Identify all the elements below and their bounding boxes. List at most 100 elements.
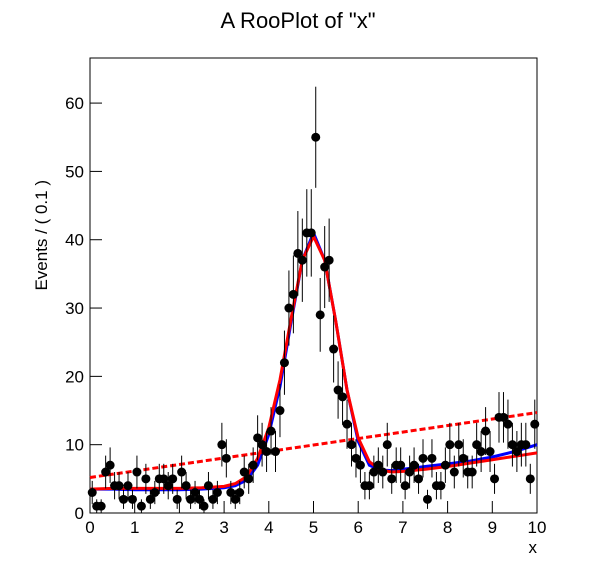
data-point <box>87 488 97 498</box>
data-point <box>498 412 508 422</box>
x-tick-label: 8 <box>443 518 452 537</box>
data-point <box>141 474 151 484</box>
y-tick-label: 60 <box>65 94 84 113</box>
x-tick-label: 10 <box>528 518 547 537</box>
data-point <box>297 255 307 265</box>
data-point <box>378 467 388 477</box>
data-point <box>351 453 361 463</box>
data-point <box>226 488 236 498</box>
data-point <box>150 488 160 498</box>
data-point <box>373 460 383 470</box>
data-point <box>364 481 374 491</box>
x-tick-label: 5 <box>309 518 318 537</box>
data-point <box>382 440 392 450</box>
data-point <box>409 460 419 470</box>
data-point <box>346 440 356 450</box>
data-point <box>257 440 267 450</box>
data-point <box>467 467 477 477</box>
data-point <box>320 262 330 272</box>
data-point <box>427 453 437 463</box>
data-point <box>405 467 415 477</box>
data-point <box>163 481 173 491</box>
data-point <box>306 228 316 238</box>
y-axis-label: Events / ( 0.1 ) <box>32 180 51 291</box>
data-point <box>123 481 133 491</box>
data-point <box>311 132 321 142</box>
data-point <box>181 481 191 491</box>
data-point <box>422 494 432 504</box>
data-point <box>195 494 205 504</box>
data-point <box>248 460 258 470</box>
data-point <box>244 474 254 484</box>
data-point <box>203 481 213 491</box>
data-point <box>177 467 187 477</box>
data-point <box>105 460 115 470</box>
data-point <box>253 433 263 443</box>
data-point <box>329 344 339 354</box>
data-point <box>485 447 495 457</box>
x-tick-label: 3 <box>219 518 228 537</box>
x-tick-label: 9 <box>488 518 497 537</box>
data-point <box>275 406 285 416</box>
data-point <box>208 494 218 504</box>
y-tick-label: 0 <box>75 504 84 523</box>
data-point <box>472 440 482 450</box>
y-tick-label: 40 <box>65 231 84 250</box>
data-point <box>159 474 169 484</box>
data-point <box>239 467 249 477</box>
data-point <box>445 440 455 450</box>
data-point <box>525 474 535 484</box>
data-point <box>168 474 178 484</box>
data-point <box>127 494 137 504</box>
x-tick-label: 6 <box>353 518 362 537</box>
data-point <box>271 447 281 457</box>
data-point <box>481 426 491 436</box>
data-point <box>221 453 231 463</box>
data-point <box>414 474 424 484</box>
data-point <box>324 255 334 265</box>
data-point <box>279 358 289 368</box>
data-point <box>530 419 540 429</box>
x-tick-label: 0 <box>85 518 94 537</box>
curve <box>89 411 538 479</box>
data-point <box>333 385 343 395</box>
data-point <box>288 289 298 299</box>
data-point <box>521 440 531 450</box>
data-point <box>132 467 142 477</box>
data-point <box>230 494 240 504</box>
data-point <box>342 419 352 429</box>
x-tick-label: 2 <box>175 518 184 537</box>
x-tick-label: 1 <box>130 518 139 537</box>
data-point <box>266 426 276 436</box>
data-point <box>458 453 468 463</box>
data-point <box>436 481 446 491</box>
data-point <box>293 248 303 258</box>
data-point <box>338 392 348 402</box>
data-point <box>400 481 410 491</box>
y-tick-label: 10 <box>65 436 84 455</box>
data-point <box>101 467 111 477</box>
data-point <box>119 494 129 504</box>
data-point <box>490 474 500 484</box>
y-tick-label: 50 <box>65 162 84 181</box>
data-point <box>199 501 209 511</box>
data-point <box>186 494 196 504</box>
curve <box>89 232 538 491</box>
data-point <box>212 488 222 498</box>
data-point <box>449 467 459 477</box>
data-point <box>418 453 428 463</box>
data-point <box>96 501 106 511</box>
data-point <box>235 488 245 498</box>
data-point <box>440 460 450 470</box>
data-point <box>387 474 397 484</box>
data-point <box>396 460 406 470</box>
curve <box>90 228 538 492</box>
chart-title: A RooPlot of "x" <box>220 8 375 33</box>
data-point <box>190 488 200 498</box>
data-point <box>315 310 325 320</box>
data-point <box>512 447 522 457</box>
data-point <box>284 303 294 313</box>
data-point <box>172 494 182 504</box>
data-point <box>476 447 486 457</box>
